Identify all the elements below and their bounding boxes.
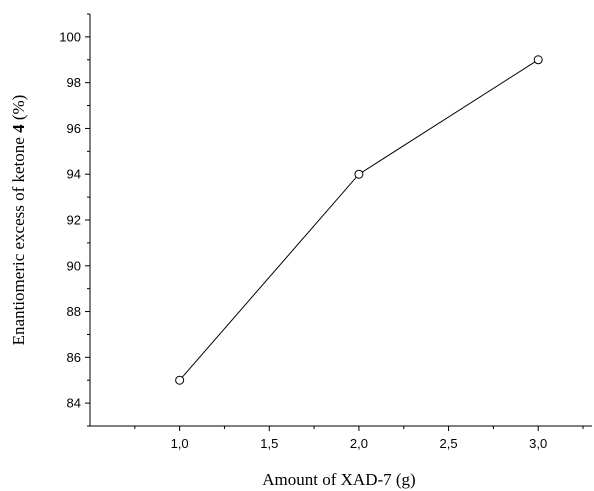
y-tick-label: 100	[59, 29, 81, 44]
y-tick-label: 98	[67, 75, 81, 90]
y-tick-label: 90	[67, 258, 81, 273]
x-axis-title: Amount of XAD-7 (g)	[262, 470, 415, 489]
y-axis-title-bold: 4	[9, 124, 28, 133]
y-tick-label: 96	[67, 121, 81, 136]
x-tick-label: 1,5	[260, 436, 278, 451]
data-point	[533, 55, 543, 65]
data-point	[354, 169, 364, 179]
y-axis-title-suffix: (%)	[9, 95, 28, 125]
y-tick-label: 84	[67, 396, 81, 411]
y-tick-label: 86	[67, 350, 81, 365]
y-axis-title-prefix: Enantiomeric excess of ketone	[9, 133, 28, 345]
y-tick-label: 88	[67, 304, 81, 319]
x-tick-label: 1,0	[171, 436, 189, 451]
x-tick-label: 2,5	[440, 436, 458, 451]
axes: 84 86 88 90 92 94 96 98 100 1,0 1,5 2,0 2,5 3,0	[59, 13, 592, 451]
y-axis-title: Enantiomeric excess of ketone 4 (%)	[9, 95, 28, 346]
data-point	[175, 375, 185, 385]
x-tick-label: 3,0	[529, 436, 547, 451]
y-tick-label: 92	[67, 213, 81, 228]
series-line	[179, 59, 539, 381]
x-tick-label: 2,0	[350, 436, 368, 451]
y-tick-label: 94	[67, 167, 81, 182]
series-group	[175, 55, 543, 385]
